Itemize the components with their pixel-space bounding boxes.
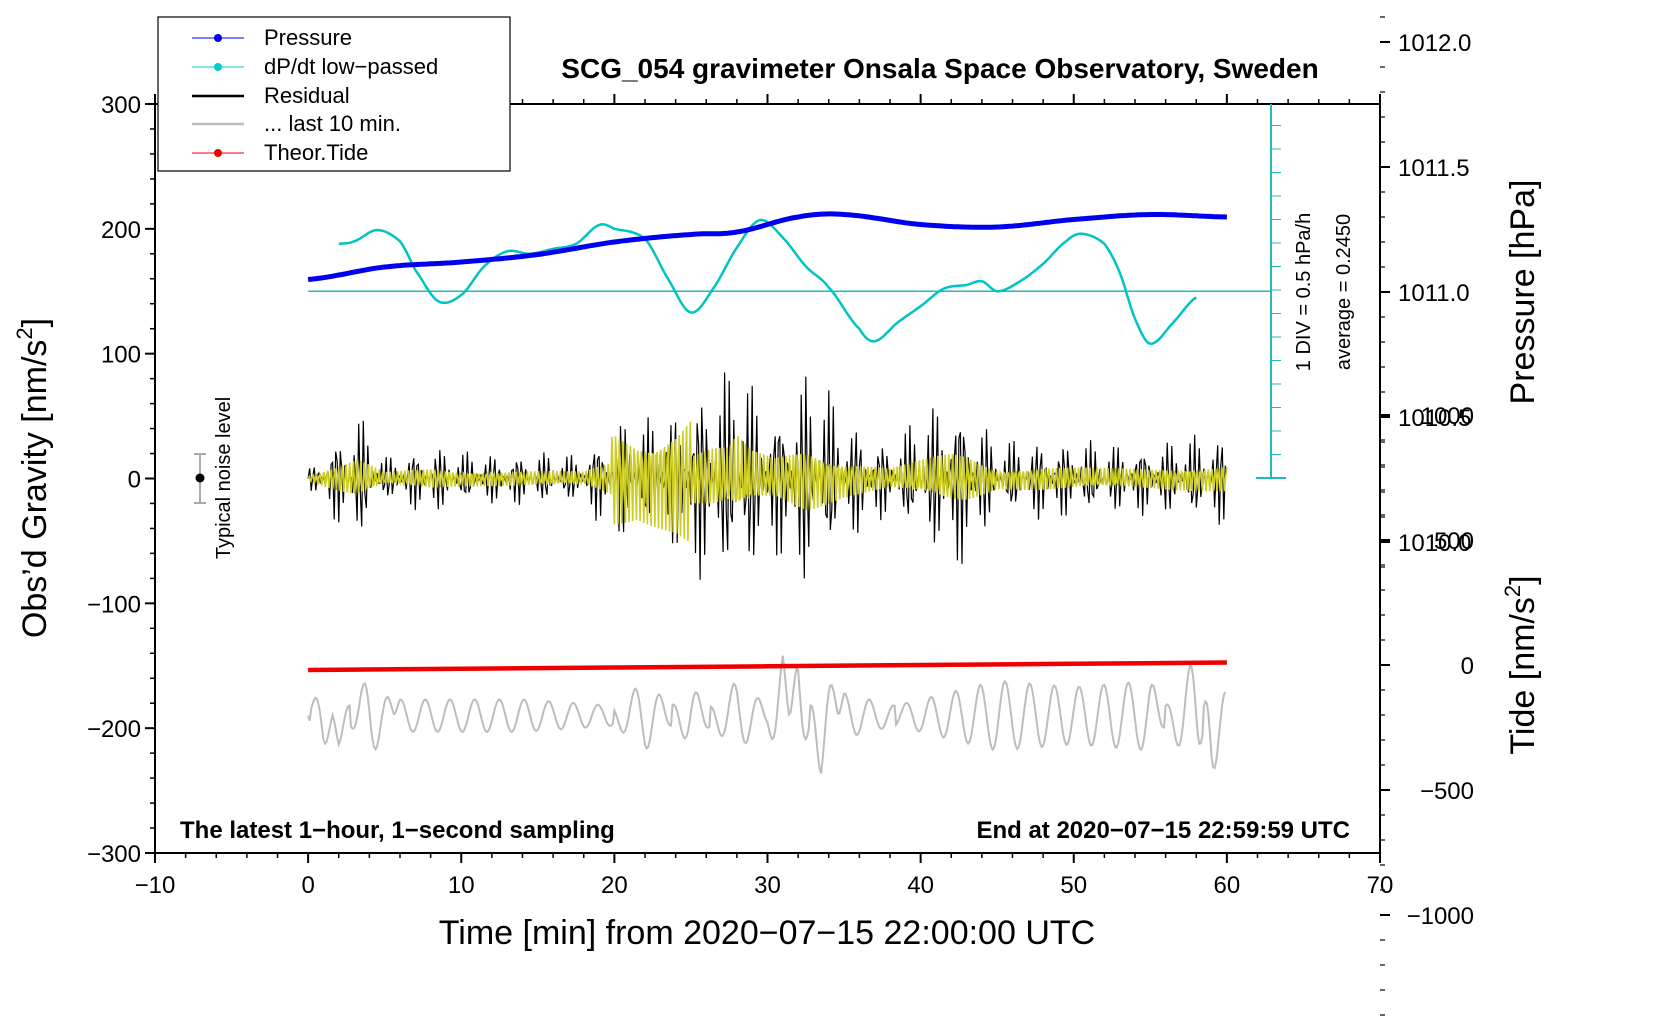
x-tick-label: 50	[1060, 872, 1087, 899]
y-axis-left-ticks: 300 200 100 0 −100 −200 −300	[87, 92, 155, 868]
series-last-10-min	[307, 655, 1227, 774]
x-tick-label: 10	[448, 872, 475, 899]
y-tick-pressure-label: 1011.0	[1398, 280, 1470, 307]
legend-label-pressure: Pressure	[264, 25, 352, 50]
y-axis-tide-label-main: Tide [nm/s	[1504, 597, 1542, 754]
y-tick-left-label: 300	[101, 92, 141, 119]
y-tick-tide-label: 500	[1434, 528, 1474, 555]
y-tick-left-label: −200	[87, 716, 141, 743]
y-tick-tide-label: −1000	[1407, 903, 1474, 930]
legend-box	[157, 16, 511, 172]
legend-item-last10: ... last 10 min.	[192, 111, 401, 136]
x-tick-label: 40	[907, 872, 934, 899]
x-axis-ticks: −10 0 10 20 30 40 50 60 70	[135, 94, 1394, 899]
y-tick-pressure-label: 1011.5	[1398, 155, 1470, 182]
x-tick-label: 20	[601, 872, 628, 899]
y-tick-pressure-label: 1010.0	[1398, 530, 1471, 557]
y-tick-left-label: 100	[101, 342, 141, 369]
series-dpdt-lowpassed	[338, 218, 1197, 345]
legend-marker-tide	[214, 149, 222, 157]
y-axis-left-label-end: ]	[16, 318, 54, 327]
series-layer	[307, 211, 1271, 774]
x-tick-label: −10	[135, 872, 176, 899]
y-tick-left-label: −300	[87, 841, 141, 868]
annotation-sampling: The latest 1−hour, 1−second sampling	[180, 817, 615, 844]
y-axis-tide-label-sup: 2	[1500, 585, 1525, 597]
y-tick-pressure-label: 1010.5	[1398, 405, 1471, 432]
y-tick-tide-label: 1000	[1421, 403, 1474, 430]
legend-marker-dpdt	[214, 63, 222, 71]
y-tick-tide-label: −500	[1420, 778, 1474, 805]
legend-label-dpdt: dP/dt low−passed	[264, 54, 438, 79]
y-tick-left-label: −100	[87, 591, 141, 618]
y-axis-tide-label: Tide [nm/s2]	[1500, 575, 1542, 754]
x-tick-label: 30	[754, 872, 781, 899]
legend-marker-pressure	[214, 34, 222, 42]
y-axis-left-label-main: Obs’d Gravity [nm/s	[16, 340, 54, 639]
chart-title: SCG_054 gravimeter Onsala Space Observat…	[561, 53, 1318, 84]
series-theoretical-tide	[308, 660, 1227, 673]
y-tick-pressure-label: 1012.0	[1398, 30, 1471, 57]
legend-item-tide: Theor.Tide	[192, 140, 368, 165]
legend-item-dpdt: dP/dt low−passed	[192, 54, 438, 79]
y-axis-pressure-label: Pressure [hPa]	[1504, 180, 1542, 405]
annotation-average: average = 0.2450	[1333, 214, 1355, 370]
legend-item-pressure: Pressure	[192, 25, 352, 50]
y-axis-left-label: Obs’d Gravity [nm/s2]	[12, 318, 54, 638]
x-tick-label: 0	[301, 872, 314, 899]
series-residual-filtered	[307, 421, 1228, 541]
y-axis-tide-label-end: ]	[1504, 575, 1542, 584]
annotation-noise: Typical noise level	[213, 397, 235, 559]
dpdt-scale-bar	[1256, 104, 1286, 479]
legend-label-last10: ... last 10 min.	[264, 111, 401, 136]
legend-label-tide: Theor.Tide	[264, 140, 368, 165]
annotation-div: 1 DIV = 0.5 hPa/h	[1293, 213, 1315, 371]
legend-label-residual: Residual	[264, 83, 350, 108]
legend: Pressure dP/dt low−passed Residual ... l…	[157, 16, 511, 172]
x-tick-label: 70	[1367, 872, 1394, 899]
series-pressure	[307, 211, 1227, 282]
annotation-end-time: End at 2020−07−15 22:59:59 UTC	[976, 817, 1350, 844]
x-tick-label: 60	[1214, 872, 1241, 899]
x-axis-label: Time [min] from 2020−07−15 22:00:00 UTC	[439, 914, 1095, 952]
y-axis-pressure-ticks: 1012.0 1011.5 1011.0 1010.5 1010.0	[1380, 16, 1471, 568]
legend-item-residual: Residual	[192, 83, 350, 108]
y-tick-left-label: 200	[101, 217, 141, 244]
y-tick-left-label: 0	[128, 467, 141, 494]
noise-dot	[195, 473, 205, 483]
y-tick-tide-label: 0	[1461, 653, 1474, 680]
noise-level-marker	[194, 453, 206, 504]
y-axis-left-label-sup: 2	[12, 327, 37, 339]
